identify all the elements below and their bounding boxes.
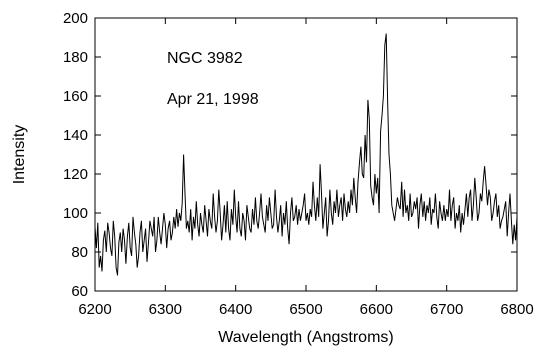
y-tick-label: 120 — [63, 166, 88, 183]
x-tick-label: 6400 — [219, 301, 252, 318]
spectrum-line — [94, 33, 518, 276]
x-tick-label: 6700 — [430, 301, 463, 318]
annotation-date: Apr 21, 1998 — [167, 91, 259, 108]
y-axis-label: Intensity — [11, 125, 28, 185]
y-axis-ticks: 60 80 100 120 140 160 180 200 — [63, 10, 517, 300]
y-tick-label: 180 — [63, 49, 88, 66]
x-tick-label: 6800 — [500, 301, 533, 318]
annotation-galaxy-name: NGC 3982 — [167, 50, 243, 67]
y-tick-label: 100 — [63, 205, 88, 222]
x-tick-label: 6500 — [289, 301, 322, 318]
x-axis-ticks: 6200 6300 6400 6500 6600 6700 6800 — [78, 18, 534, 318]
y-tick-label: 160 — [63, 88, 88, 105]
x-axis-label: Wavelength (Angstroms) — [218, 329, 393, 346]
y-tick-label: 80 — [71, 244, 88, 261]
y-tick-label: 60 — [71, 283, 88, 300]
x-tick-label: 6300 — [149, 301, 182, 318]
y-tick-label: 140 — [63, 127, 88, 144]
x-tick-label: 6200 — [78, 301, 111, 318]
plot-frame — [94, 17, 518, 292]
x-tick-label: 6600 — [360, 301, 393, 318]
y-tick-label: 200 — [63, 10, 88, 27]
